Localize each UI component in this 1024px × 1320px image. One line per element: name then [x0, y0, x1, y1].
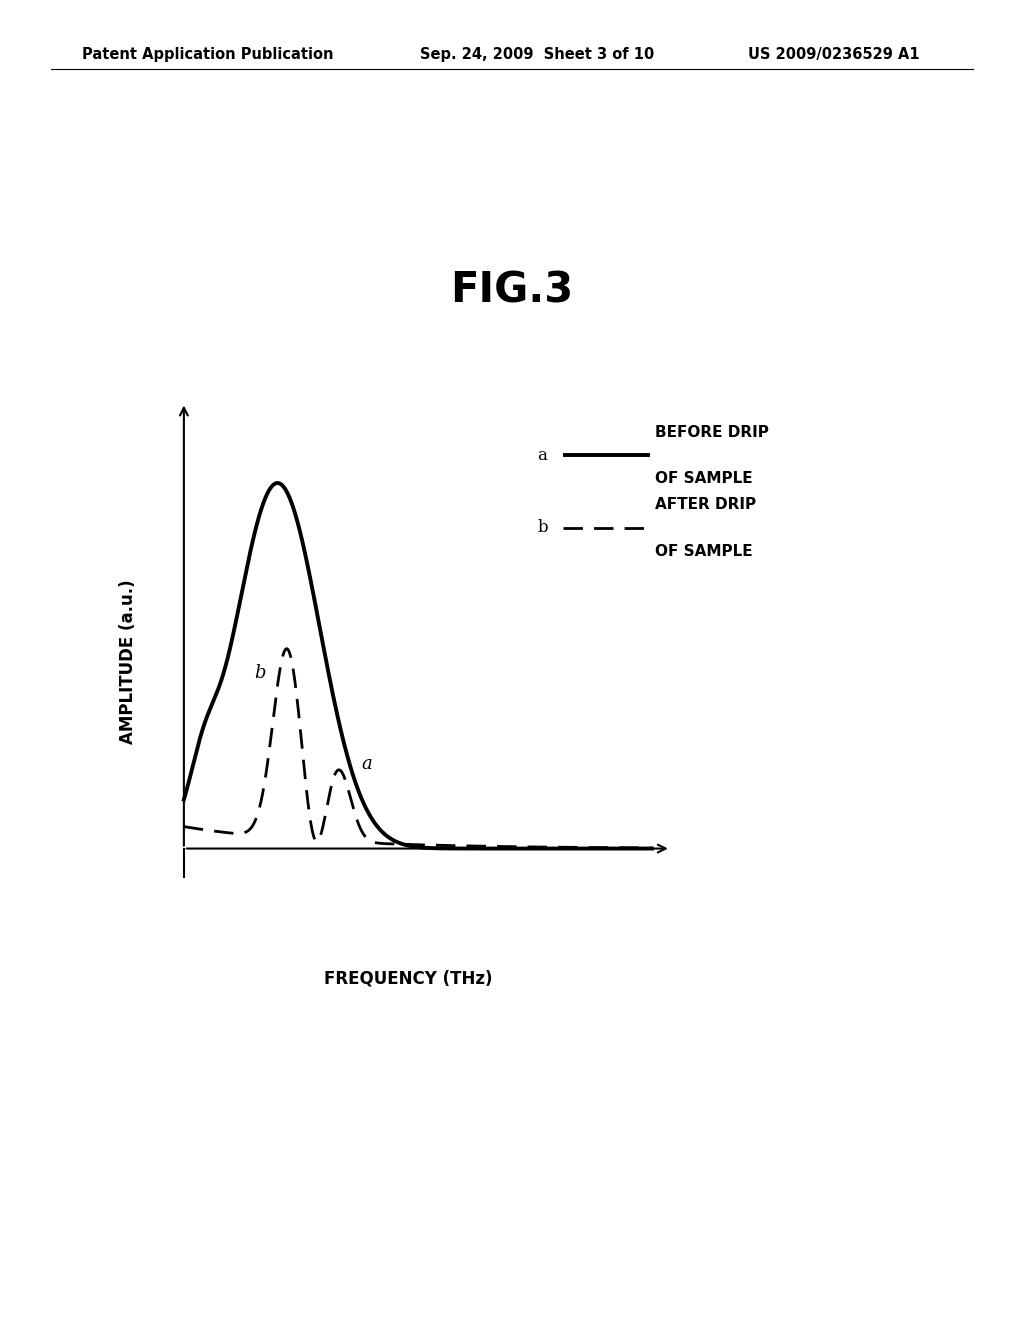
Text: Sep. 24, 2009  Sheet 3 of 10: Sep. 24, 2009 Sheet 3 of 10	[420, 46, 654, 62]
Text: FREQUENCY (THz): FREQUENCY (THz)	[324, 969, 493, 987]
Text: AFTER DRIP: AFTER DRIP	[655, 498, 757, 512]
Text: US 2009/0236529 A1: US 2009/0236529 A1	[748, 46, 920, 62]
Text: FIG.3: FIG.3	[451, 269, 573, 312]
Text: b: b	[254, 664, 265, 682]
Text: BEFORE DRIP: BEFORE DRIP	[655, 425, 769, 440]
Text: OF SAMPLE: OF SAMPLE	[655, 471, 753, 486]
Text: b: b	[538, 520, 548, 536]
Text: a: a	[361, 755, 373, 774]
Text: OF SAMPLE: OF SAMPLE	[655, 544, 753, 558]
Text: AMPLITUDE (a.u.): AMPLITUDE (a.u.)	[119, 579, 137, 743]
Text: a: a	[538, 447, 548, 463]
Text: Patent Application Publication: Patent Application Publication	[82, 46, 334, 62]
